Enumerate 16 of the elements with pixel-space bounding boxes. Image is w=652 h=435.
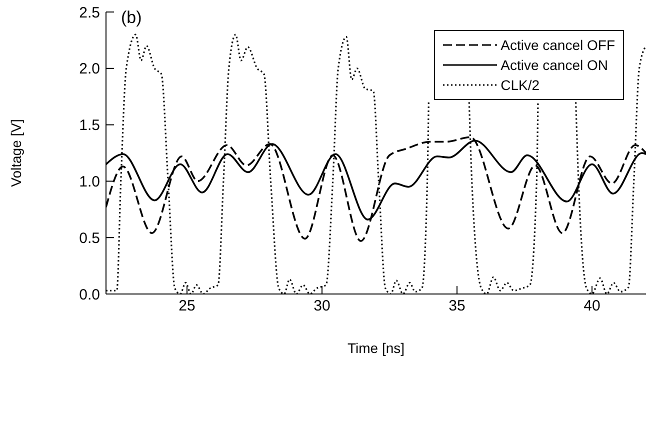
x-axis-title: Time [ns]: [347, 340, 405, 356]
legend-label: Active cancel ON: [500, 57, 608, 73]
legend-label: Active cancel OFF: [500, 37, 615, 53]
y-tick-label: 0.5: [79, 230, 100, 247]
y-axis-title: Voltage [V]: [8, 119, 24, 187]
x-tick-label: 40: [584, 298, 600, 315]
x-tick-label: 35: [448, 298, 466, 315]
x-tick-label: 25: [178, 298, 196, 315]
legend-label: CLK/2: [500, 77, 540, 93]
x-tick-label: 30: [314, 298, 330, 315]
y-tick-label: 2.5: [79, 4, 100, 22]
y-tick-label: 0.0: [79, 286, 100, 304]
annotation: (b): [121, 8, 142, 28]
y-tick-label: 1.5: [79, 117, 100, 134]
y-tick-label: 2.0: [79, 60, 100, 78]
y-tick-label: 1.0: [79, 174, 100, 191]
